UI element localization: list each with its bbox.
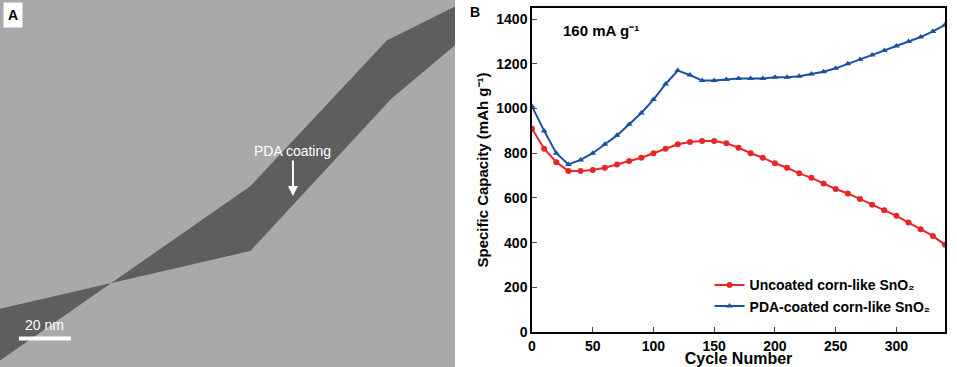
svg-text:800: 800	[504, 145, 528, 161]
svg-text:300: 300	[885, 338, 909, 354]
svg-text:Specific Capacity (mAh g⁻¹): Specific Capacity (mAh g⁻¹)	[474, 72, 491, 267]
svg-text:B: B	[470, 4, 480, 20]
svg-text:Cycle Number: Cycle Number	[685, 350, 793, 367]
svg-text:0: 0	[520, 324, 528, 340]
svg-text:1000: 1000	[496, 100, 527, 116]
svg-text:A: A	[8, 7, 18, 23]
svg-text:1200: 1200	[496, 56, 527, 72]
svg-text:150: 150	[703, 338, 727, 354]
svg-text:200: 200	[504, 279, 528, 295]
svg-text:200: 200	[763, 338, 787, 354]
svg-text:100: 100	[642, 338, 666, 354]
svg-text:PDA-coated corn-like SnO₂: PDA-coated corn-like SnO₂	[750, 299, 930, 315]
svg-text:600: 600	[504, 190, 528, 206]
svg-text:20 nm: 20 nm	[25, 317, 64, 333]
svg-text:Uncoated corn-like SnO₂: Uncoated corn-like SnO₂	[750, 277, 915, 293]
svg-text:400: 400	[504, 235, 528, 251]
svg-text:1400: 1400	[496, 11, 527, 27]
svg-text:50: 50	[585, 338, 601, 354]
svg-text:250: 250	[824, 338, 848, 354]
svg-text:PDA coating: PDA coating	[254, 143, 331, 159]
svg-text:0: 0	[528, 338, 536, 354]
svg-text:160 mA g⁻¹: 160 mA g⁻¹	[563, 22, 639, 39]
